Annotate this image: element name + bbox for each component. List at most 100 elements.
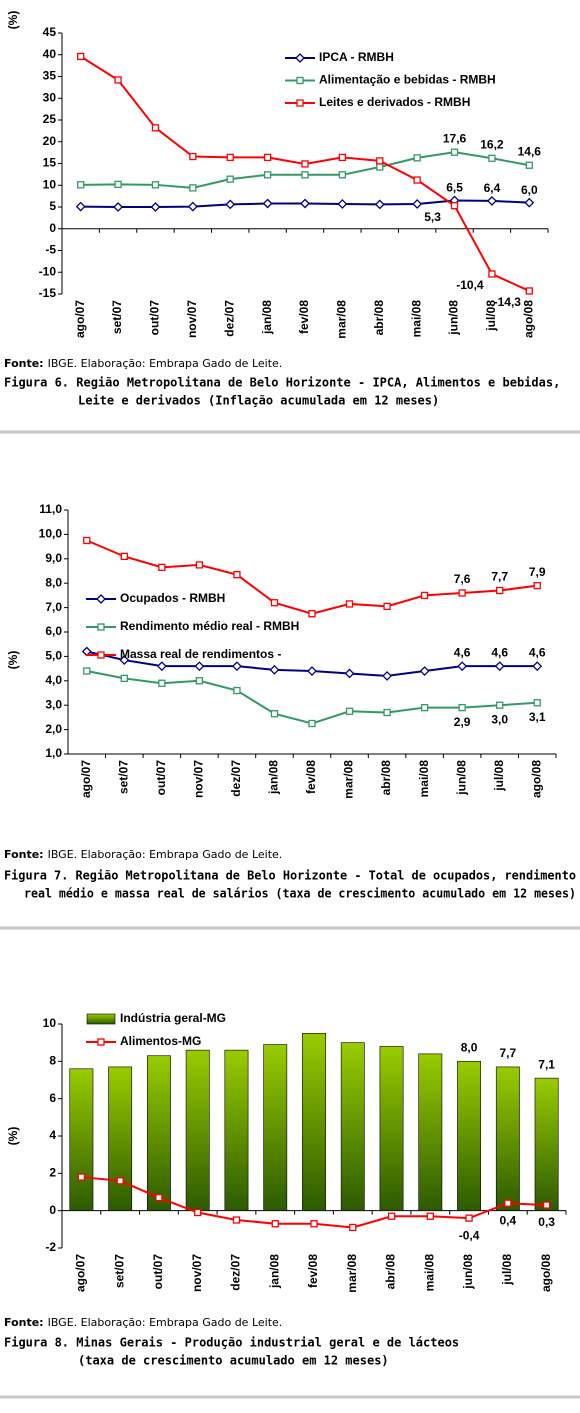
x-tick-label: nov/07 xyxy=(185,300,199,338)
point-marker xyxy=(349,1223,357,1232)
point-marker xyxy=(120,674,128,683)
point-marker xyxy=(114,76,122,84)
point-marker xyxy=(232,1216,241,1224)
caption: Figura 8. Minas Gerais - Produção indust… xyxy=(4,1336,459,1350)
y-tick-label: 6 xyxy=(49,1091,56,1105)
value-label: 16,2 xyxy=(480,137,504,151)
caption: real médio e massa real de salários (tax… xyxy=(24,887,576,901)
bar xyxy=(495,1066,520,1211)
point-marker xyxy=(116,1177,124,1185)
y-tick-label: 2 xyxy=(49,1166,56,1180)
point-marker xyxy=(542,1201,551,1209)
y-tick-label: -15 xyxy=(39,286,57,300)
point-marker xyxy=(226,175,234,183)
point-marker xyxy=(83,667,91,675)
point-marker xyxy=(77,1173,86,1181)
y-axis-label: (%) xyxy=(6,11,20,30)
value-label: 3,0 xyxy=(491,712,508,726)
point-marker xyxy=(488,154,496,162)
point-marker xyxy=(488,270,496,278)
point-marker xyxy=(374,199,385,210)
bar xyxy=(146,1055,171,1211)
point-marker xyxy=(345,707,354,715)
legend-label: Alimentação e bebidas - RMBH xyxy=(319,73,496,87)
value-label: -0,4 xyxy=(459,1228,480,1242)
point-marker xyxy=(301,160,309,168)
bar xyxy=(418,1053,443,1211)
x-tick-label: fev/08 xyxy=(304,760,318,794)
point-marker xyxy=(189,152,197,161)
point-marker xyxy=(114,180,122,189)
x-tick-label: out/07 xyxy=(151,1254,165,1290)
point-marker xyxy=(301,171,309,179)
legend-marker xyxy=(97,623,105,631)
x-tick-label: jan/08 xyxy=(260,300,274,335)
x-tick-label: ago/07 xyxy=(74,1254,88,1292)
bar xyxy=(108,1066,133,1211)
x-tick-label: jul/08 xyxy=(492,760,506,792)
value-label: 7,1 xyxy=(538,1057,555,1071)
x-tick-label: ago/07 xyxy=(73,300,87,338)
x-tick-label: dez/07 xyxy=(229,1254,243,1291)
x-tick-label: mar/08 xyxy=(342,760,356,799)
legend-marker xyxy=(296,76,304,85)
point-marker xyxy=(387,1212,396,1220)
y-axis-label: (%) xyxy=(6,651,20,670)
point-marker xyxy=(338,171,347,179)
point-marker xyxy=(187,201,198,212)
value-label: 7,6 xyxy=(454,572,471,586)
point-marker xyxy=(413,154,421,162)
y-tick-label: 1,0 xyxy=(45,746,62,760)
point-marker xyxy=(308,610,316,618)
legend-label: Indústria geral-MG xyxy=(120,1011,226,1025)
x-tick-label: ago/08 xyxy=(529,760,543,798)
point-marker xyxy=(195,677,204,685)
point-marker xyxy=(155,1193,163,1202)
point-marker xyxy=(271,1220,279,1228)
point-marker xyxy=(337,199,348,209)
x-tick-label: mai/08 xyxy=(409,300,423,338)
y-tick-label: 10 xyxy=(43,177,57,191)
legend-swatch xyxy=(86,1013,116,1025)
x-tick-label: abr/08 xyxy=(384,1254,398,1290)
point-marker xyxy=(383,708,391,717)
y-tick-label: -5 xyxy=(45,243,56,257)
bar xyxy=(379,1046,404,1211)
point-marker xyxy=(458,589,466,597)
y-tick-label: 2,0 xyxy=(45,722,62,736)
caption: Figura 7. Região Metropolitana de Belo H… xyxy=(4,869,576,883)
point-marker xyxy=(533,699,541,707)
bar xyxy=(185,1049,210,1211)
y-tick-label: 3,0 xyxy=(45,697,62,711)
point-marker xyxy=(150,202,161,212)
y-tick-label: -10 xyxy=(39,264,57,278)
caption: Leite e derivados (Inflação acumulada em… xyxy=(78,394,439,408)
value-label: 4,6 xyxy=(454,645,471,659)
x-tick-label: set/07 xyxy=(112,1254,126,1288)
value-label: 0,4 xyxy=(500,1213,517,1227)
value-label: 4,6 xyxy=(491,645,508,659)
point-marker xyxy=(525,161,533,169)
value-label: 17,6 xyxy=(443,131,467,145)
point-marker xyxy=(83,536,91,545)
value-label: 8,0 xyxy=(461,1041,478,1055)
x-tick-label: jul/08 xyxy=(484,300,498,332)
point-marker xyxy=(450,202,459,210)
x-tick-label: ago/08 xyxy=(539,1254,553,1292)
point-marker xyxy=(307,666,317,676)
y-tick-label: 11,0 xyxy=(39,502,62,516)
point-marker xyxy=(344,668,355,679)
point-marker xyxy=(420,703,429,712)
bar xyxy=(263,1044,288,1211)
caption: Figura 6. Região Metropolitana de Belo H… xyxy=(4,376,560,390)
legend-marker xyxy=(97,1038,105,1046)
point-marker xyxy=(300,198,310,209)
x-tick-label: ago/08 xyxy=(521,300,535,338)
point-marker xyxy=(494,661,505,672)
point-marker xyxy=(120,552,128,561)
value-label: 7,7 xyxy=(491,570,508,584)
point-marker xyxy=(345,600,354,608)
point-marker xyxy=(310,1220,318,1228)
point-marker xyxy=(496,701,504,709)
